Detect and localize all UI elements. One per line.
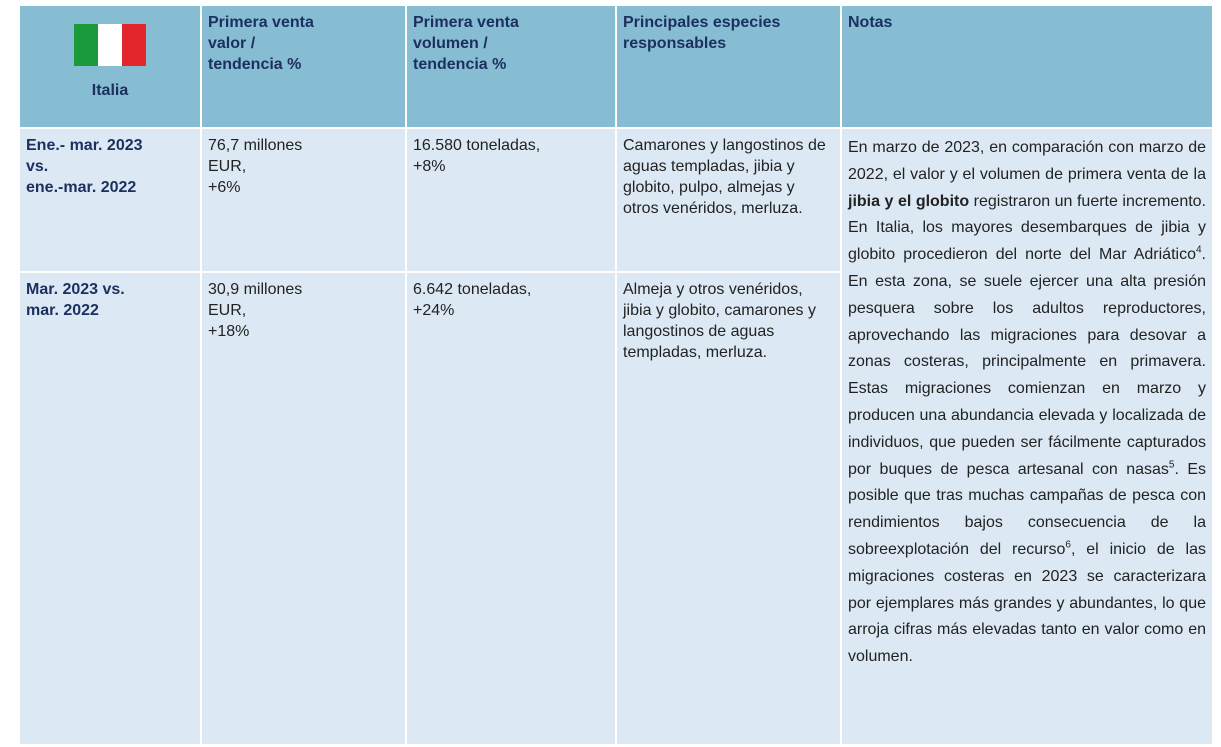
- value: +18%: [208, 323, 250, 340]
- value-cell: 30,9 millones EUR, +18%: [200, 271, 407, 746]
- period-cell: Ene.- mar. 2023 vs. ene.-mar. 2022: [18, 127, 202, 273]
- header-cell: Primera venta valor / tendencia %: [200, 4, 407, 129]
- species: Camarones y langostinos de aguas templad…: [623, 137, 826, 217]
- header-cell: Notas: [840, 4, 1214, 129]
- header-text: volumen /: [413, 35, 488, 52]
- notes-text: . En esta zona, se suele ejercer una alt…: [848, 246, 1206, 478]
- header-text: Primera venta: [208, 14, 314, 31]
- value: +6%: [208, 179, 241, 196]
- header-text: Notas: [848, 14, 893, 31]
- volume-cell: 16.580 toneladas, +8%: [405, 127, 617, 273]
- header-cell: Principales especies responsables: [615, 4, 842, 129]
- notes-text: registraron un fuerte incremento. En Ita…: [848, 192, 1207, 264]
- header-text: tendencia %: [208, 56, 302, 73]
- volume: 6.642 toneladas,: [413, 281, 532, 298]
- table: Italia Primera venta valor / tendencia % P…: [18, 4, 1214, 746]
- notes-cell: En marzo de 2023, en comparación con mar…: [840, 127, 1214, 746]
- notes-text: 4: [1195, 244, 1202, 256]
- header-row: Italia Primera venta valor / tendencia % P…: [18, 4, 1214, 129]
- flag: [74, 24, 146, 66]
- value: 76,7 millones: [208, 137, 303, 154]
- country: Italia: [91, 82, 129, 99]
- header-cell: Primera venta volumen / tendencia %: [405, 4, 617, 129]
- header-text: responsables: [623, 35, 727, 52]
- period: vs.: [26, 158, 49, 175]
- header-text: valor /: [208, 35, 256, 52]
- period: Mar. 2023 vs.: [26, 281, 125, 298]
- header-text: Primera venta: [413, 14, 519, 31]
- notes-text: jibia y el globito: [848, 192, 970, 210]
- header-text: tendencia %: [413, 56, 507, 73]
- notes-text: , el inicio de las migraciones costeras …: [848, 540, 1206, 666]
- row: Mar. 2023 vs. mar. 2022 30,9 millones EUR,…: [18, 271, 1213, 746]
- notes-text: En marzo de 2023, en comparación con mar…: [848, 139, 1206, 183]
- species-cell: Almeja y otros venéridos, jibia y globit…: [615, 271, 842, 746]
- row: Ene.- mar. 2023 vs. ene.-mar. 2022 76,7 mi…: [18, 127, 1214, 746]
- volume: +24%: [413, 302, 455, 319]
- volume: 16.580 toneladas,: [413, 137, 541, 154]
- period: ene.-mar. 2022: [26, 179, 137, 196]
- header-text: Principales especies: [623, 14, 781, 31]
- notes-text: 5: [1168, 459, 1175, 471]
- value: 30,9 millones: [208, 281, 303, 298]
- species: Almeja y otros venéridos, jibia y globit…: [623, 281, 816, 361]
- notes-text: . Es posible que tras muchas campañas de…: [848, 460, 1206, 558]
- value: EUR,: [208, 302, 247, 319]
- period: mar. 2022: [26, 302, 99, 319]
- species-cell: Camarones y langostinos de aguas templad…: [615, 127, 842, 273]
- volume: +8%: [413, 158, 446, 175]
- value: EUR,: [208, 158, 247, 175]
- volume-cell: 6.642 toneladas, +24%: [405, 271, 617, 746]
- value-cell: 76,7 millones EUR, +6%: [200, 127, 407, 273]
- period-cell: Mar. 2023 vs. mar. 2022: [18, 271, 202, 746]
- header-cell: Italia: [18, 4, 202, 129]
- period: Ene.- mar. 2023: [26, 137, 143, 154]
- notes-text: 6: [1065, 539, 1071, 551]
